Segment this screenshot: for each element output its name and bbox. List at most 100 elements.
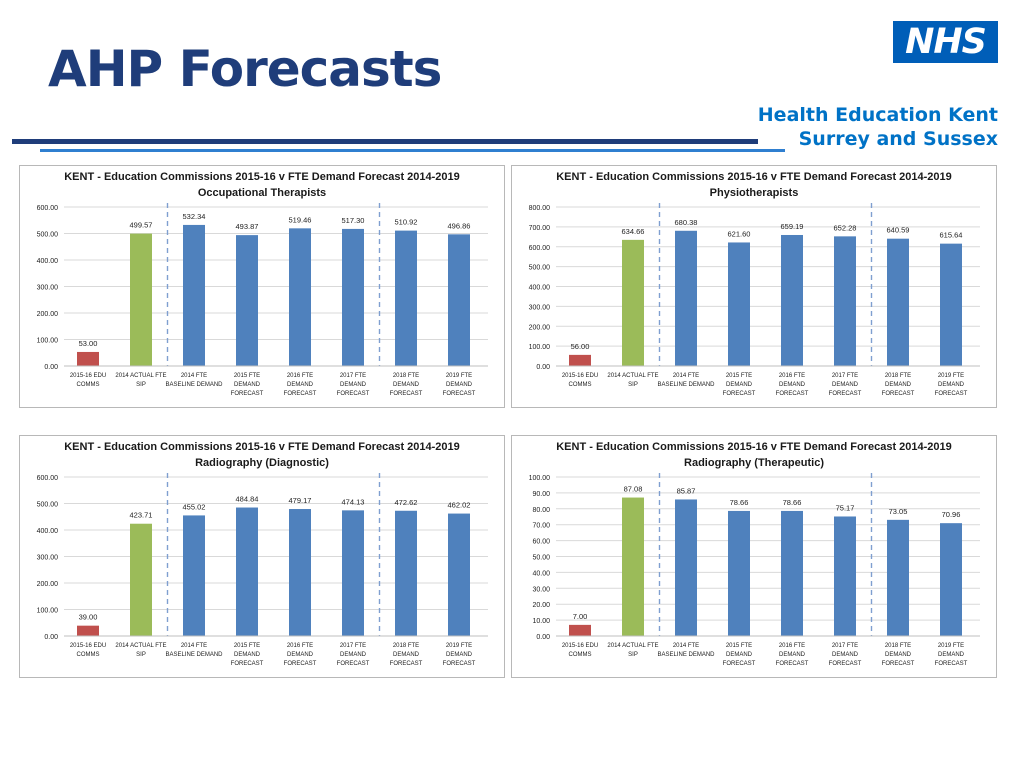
bar [675,230,697,366]
page-title: AHP Forecasts [48,40,442,98]
x-tick-label: 2015-16 EDU [562,373,598,379]
data-label: 517.30 [342,216,365,225]
y-tick-label: 500.00 [37,502,59,509]
data-label: 621.60 [728,229,751,238]
x-tick-label: 2016 FTE [779,373,805,379]
x-tick-label: 2015 FTE [234,373,260,379]
x-tick-label: FORECAST [231,391,264,397]
bar [289,509,311,636]
y-tick-label: 400.00 [37,258,59,265]
data-label: 680.38 [675,218,698,227]
data-label: 70.96 [942,510,961,519]
bar [622,497,644,636]
bar [342,510,364,636]
data-label: 652.28 [834,223,857,232]
x-tick-label: 2014 ACTUAL FTE [115,373,166,379]
x-tick-label: 2019 FTE [938,643,964,649]
y-tick-label: 100.00 [529,475,551,482]
chart-title: KENT - Education Commissions 2015-16 v F… [64,441,460,453]
bar [781,234,803,366]
header-rule-dark [12,139,758,144]
bar [622,239,644,366]
x-tick-label: FORECAST [723,391,756,397]
x-tick-label: 2017 FTE [832,643,858,649]
x-tick-label: FORECAST [776,391,809,397]
bar [130,523,152,636]
data-label: 87.08 [624,485,643,494]
x-tick-label: DEMAND [885,652,912,658]
data-label: 479.17 [289,496,312,505]
y-tick-label: 400.00 [37,528,59,535]
bar [236,235,258,366]
nhs-logo: NHS [893,21,998,63]
x-tick-label: FORECAST [337,661,370,667]
bar [569,624,591,636]
x-tick-label: SIP [136,382,146,388]
chart-panel-occupational-therapists: KENT - Education Commissions 2015-16 v F… [19,165,505,408]
x-tick-label: FORECAST [337,391,370,397]
chart-subtitle: Radiography (Diagnostic) [195,457,329,469]
y-tick-label: 0.00 [44,364,58,371]
x-tick-label: DEMAND [340,652,367,658]
y-tick-label: 0.00 [44,634,58,641]
x-tick-label: 2016 FTE [779,643,805,649]
x-tick-label: 2018 FTE [885,373,911,379]
bar [781,510,803,636]
bar [395,510,417,636]
y-tick-label: 30.00 [532,586,550,593]
x-tick-label: FORECAST [935,391,968,397]
y-tick-label: 800.00 [529,205,551,212]
bar [448,513,470,636]
x-tick-label: DEMAND [234,652,261,658]
data-label: 499.57 [130,221,153,230]
x-tick-label: DEMAND [287,382,314,388]
organisation-name: Health Education Kent Surrey and Sussex [758,103,998,151]
x-tick-label: DEMAND [832,382,859,388]
x-tick-label: FORECAST [829,661,862,667]
y-tick-label: 20.00 [532,602,550,609]
x-tick-label: 2014 FTE [181,373,207,379]
y-tick-label: 90.00 [532,491,550,498]
x-tick-label: 2017 FTE [340,643,366,649]
x-tick-label: SIP [628,382,638,388]
y-tick-label: 500.00 [37,232,59,239]
y-tick-label: 100.00 [529,344,551,351]
bar [77,625,99,636]
data-label: 78.66 [783,498,802,507]
y-tick-label: 300.00 [529,304,551,311]
y-tick-label: 60.00 [532,539,550,546]
chart-title: KENT - Education Commissions 2015-16 v F… [556,171,952,183]
x-tick-label: COMMS [77,382,100,388]
bar [834,516,856,636]
y-tick-label: 100.00 [37,608,59,615]
bar [77,351,99,366]
y-tick-label: 600.00 [529,245,551,252]
data-label: 462.02 [448,501,471,510]
chart-subtitle: Radiography (Therapeutic) [684,457,824,469]
x-tick-label: FORECAST [284,391,317,397]
x-tick-label: DEMAND [779,652,806,658]
data-label: 493.87 [236,222,259,231]
bar [675,499,697,636]
y-tick-label: 300.00 [37,285,59,292]
x-tick-label: 2014 FTE [181,643,207,649]
x-tick-label: SIP [136,652,146,658]
chart-panel-physiotherapists: KENT - Education Commissions 2015-16 v F… [511,165,997,408]
x-tick-label: DEMAND [446,382,473,388]
x-tick-label: 2019 FTE [446,643,472,649]
data-label: 7.00 [573,612,588,621]
bar [236,507,258,636]
data-label: 78.66 [730,498,749,507]
x-tick-label: 2015-16 EDU [70,373,106,379]
y-tick-label: 0.00 [536,364,550,371]
bar [834,236,856,366]
x-tick-label: 2019 FTE [938,373,964,379]
x-tick-label: FORECAST [443,391,476,397]
x-tick-label: 2015 FTE [234,643,260,649]
data-label: 474.13 [342,497,365,506]
bar [569,354,591,366]
y-tick-label: 700.00 [529,225,551,232]
data-label: 510.92 [395,218,418,227]
data-label: 56.00 [571,342,590,351]
y-tick-label: 0.00 [536,634,550,641]
